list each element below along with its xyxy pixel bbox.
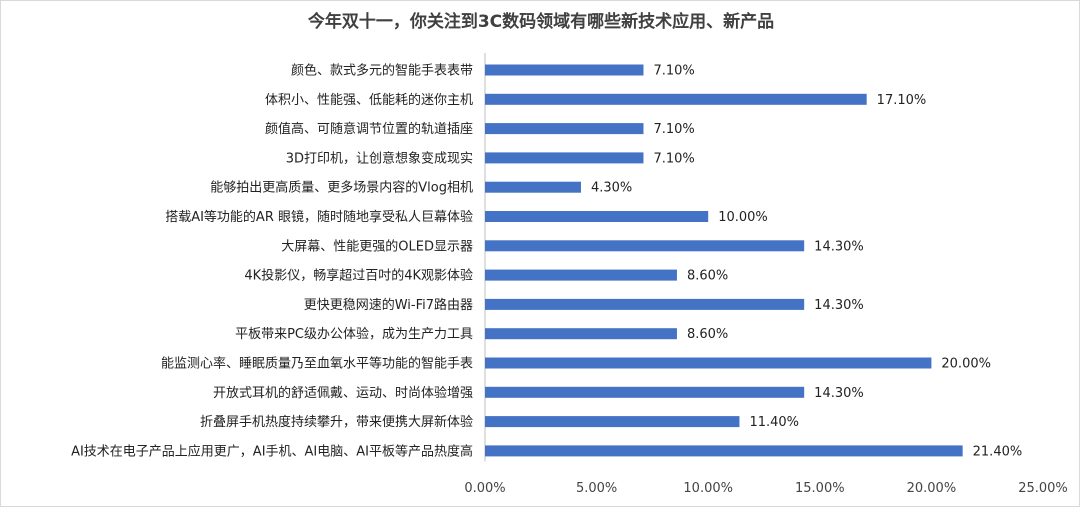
category-label: 颜色、款式多元的智能手表表带 [291, 63, 473, 79]
bar [485, 386, 805, 398]
bar [485, 357, 932, 369]
category-label: 能够拍出更高质量、更多场景内容的Vlog相机 [210, 180, 473, 196]
category-label: AI技术在电子产品上应用更广，AI手机、AI电脑、AI平板等产品热度高 [71, 443, 473, 459]
x-tick-label: 5.00% [576, 481, 617, 496]
category-label: 开放式耳机的舒适佩戴、运动、时尚体验增强 [213, 385, 473, 401]
chart-title: 今年双十一，你关注到3C数码领域有哪些新技术应用、新产品 [307, 12, 775, 32]
x-tick-label: 10.00% [683, 481, 733, 496]
bar [485, 298, 805, 310]
bar [485, 152, 644, 164]
category-label: 体积小、性能强、低能耗的迷你主机 [265, 92, 473, 108]
bar [485, 328, 677, 340]
bar [485, 269, 677, 281]
bar [485, 416, 740, 428]
data-label: 11.40% [749, 415, 799, 430]
bar [485, 181, 581, 193]
data-label: 4.30% [591, 181, 632, 196]
category-label: 更快更稳网速的Wi-Fi7路由器 [304, 297, 473, 313]
bar [485, 64, 644, 76]
data-label: 20.00% [941, 357, 991, 372]
category-label: 4K投影仪，畅享超过百吋的4K观影体验 [244, 268, 473, 284]
data-label: 7.10% [653, 64, 694, 79]
bar [485, 123, 644, 135]
bar [485, 445, 963, 457]
data-label: 8.60% [687, 327, 728, 342]
category-label: 平板带来PC级办公体验，成为生产力工具 [235, 326, 473, 342]
x-tick-label: 15.00% [795, 481, 845, 496]
category-label: 3D打印机，让创意想象变成现实 [286, 150, 473, 166]
data-label: 7.10% [653, 151, 694, 166]
data-label: 14.30% [814, 386, 864, 401]
data-label: 17.10% [877, 93, 927, 108]
data-label: 21.40% [973, 444, 1023, 459]
bar [485, 211, 709, 222]
data-label: 14.30% [814, 239, 864, 254]
data-label: 10.00% [718, 210, 768, 225]
data-label: 14.30% [814, 298, 864, 313]
category-label: 颜值高、可随意调节位置的轨道插座 [265, 121, 473, 137]
x-tick-label: 0.00% [464, 481, 505, 496]
bar [485, 93, 867, 105]
category-label: 搭载AI等功能的AR 眼镜，随时随地享受私人巨幕体验 [165, 209, 473, 225]
category-label: 大屏幕、性能更强的OLED显示器 [281, 238, 473, 254]
category-label: 能监测心率、睡眠质量乃至血氧水平等功能的智能手表 [161, 356, 473, 372]
x-tick-label: 20.00% [907, 481, 957, 496]
x-tick-label: 25.00% [1018, 481, 1068, 496]
category-label: 折叠屏手机热度持续攀升，带来便携大屏新体验 [200, 414, 473, 430]
data-label: 8.60% [687, 269, 728, 284]
data-label: 7.10% [653, 122, 694, 137]
bar [485, 240, 805, 252]
